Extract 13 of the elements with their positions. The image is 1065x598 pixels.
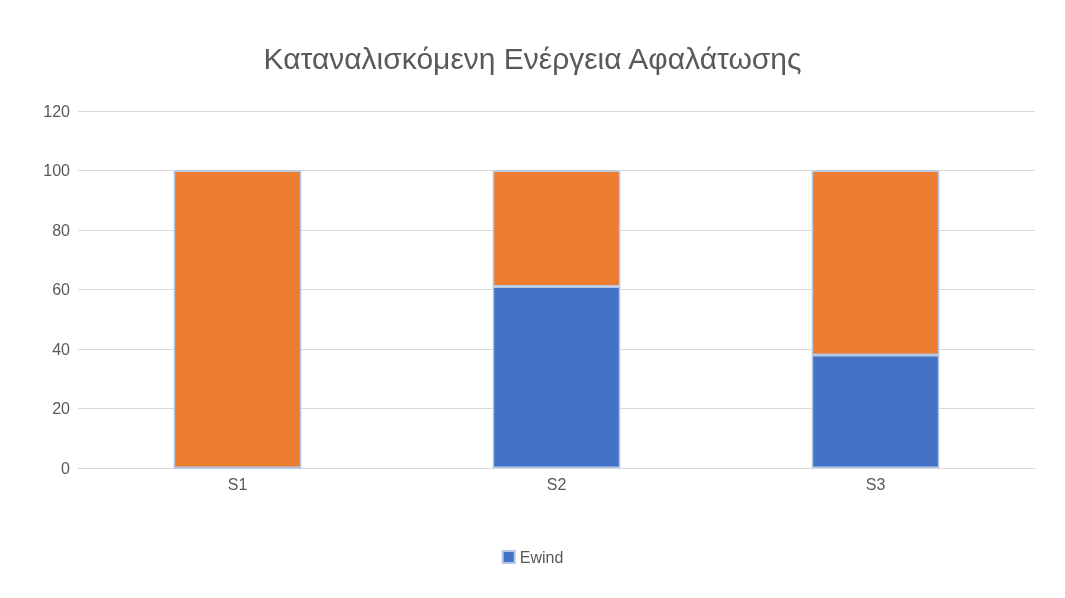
y-tick-label: 100 [43,162,71,179]
bar [173,170,302,468]
y-tick-label: 80 [52,221,71,239]
x-tick-label: S3 [865,475,886,493]
x-tick-label: S2 [546,475,567,493]
y-tick-label: 60 [52,281,71,298]
y-tick-label: 40 [52,340,71,358]
y-tick-label: 120 [43,102,71,120]
chart-title: Καταναλισκόμενη Ενέργεια Αφαλάτωσης [263,41,802,75]
legend-label: Ewind [519,548,564,566]
y-tick-label: 20 [52,400,71,417]
y-tick-label: 0 [61,459,71,477]
x-tick-label: S1 [227,475,248,493]
